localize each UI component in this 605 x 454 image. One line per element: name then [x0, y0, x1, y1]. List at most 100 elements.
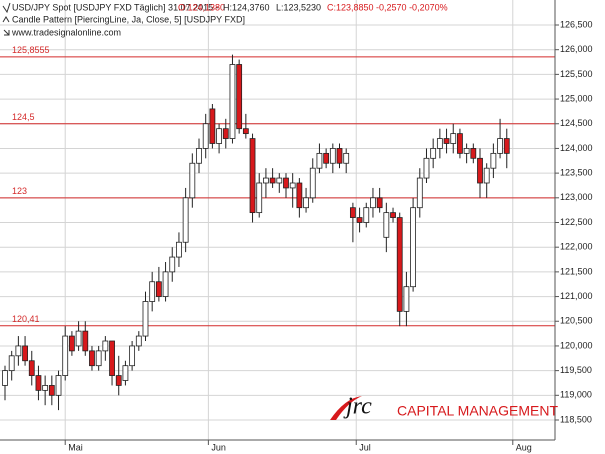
candle-body [122, 365, 129, 381]
candle-body [356, 217, 363, 223]
x-tick-label: Jul [359, 442, 371, 452]
icon [2, 2, 11, 14]
candle-body [376, 197, 383, 209]
candle-body [410, 207, 417, 288]
candle-body [115, 375, 122, 386]
candle-body [269, 177, 276, 184]
candle-body [149, 281, 156, 302]
candle-body [142, 301, 149, 337]
candle-body [216, 128, 222, 144]
source: www.tradesignalonline.com [11, 27, 121, 37]
y-tick-label: 121,500 [560, 266, 593, 276]
y-tick-label: 123,000 [560, 192, 593, 202]
level-label: 124,5 [12, 112, 35, 122]
candle-body [22, 345, 28, 362]
candle-body [202, 123, 209, 149]
candle-body [370, 197, 376, 209]
candle-body [283, 177, 289, 189]
candle-body [2, 370, 8, 386]
y-tick-label: 125,000 [560, 93, 593, 103]
indicator: Candle Pattern [PiercingLine, Ja, Close,… [12, 14, 245, 24]
y-tick-label: 123,500 [560, 168, 593, 178]
icon [2, 16, 10, 23]
candle-body [396, 217, 403, 312]
candle-body [390, 212, 396, 218]
candle-body [349, 207, 356, 218]
y-tick-label: 120,000 [560, 340, 593, 350]
candles [2, 54, 510, 411]
x-tick-label: Jun [211, 442, 226, 452]
candle-body [477, 157, 483, 184]
candle-body [48, 385, 55, 396]
x-tick-label: Mai [68, 442, 83, 452]
y-tick-label: 122,500 [560, 217, 593, 227]
candle-body [436, 138, 443, 149]
level-label: 120,41 [12, 314, 40, 324]
candle-body [42, 385, 49, 391]
instrument: USD/JPY Spot [USDJPY FXD Täglich] 31.07.… [12, 2, 219, 12]
candle-body [443, 138, 450, 144]
y-tick-label: 118,500 [560, 414, 592, 424]
candle-body [490, 152, 497, 169]
candle-body [303, 197, 309, 209]
candle-body [55, 375, 62, 396]
candle-body [62, 335, 69, 376]
level-label: 125,8555 [12, 45, 50, 55]
y-tick-label: 122,000 [560, 242, 593, 252]
y-tick-label: 119,000 [560, 390, 592, 400]
candle-body [497, 138, 503, 154]
header: USD/JPY Spot [USDJPY FXD Täglich] 31.07.… [2, 2, 448, 37]
candle-body [169, 256, 176, 273]
candle-body [8, 355, 15, 372]
candle-body [457, 133, 463, 154]
y-tick-label: 126,500 [560, 19, 593, 29]
candle-body [263, 177, 269, 184]
candle-body [403, 286, 410, 312]
y-tick-label: 126,000 [560, 44, 593, 54]
candle-body [209, 108, 216, 144]
y-tick-label: 124,000 [560, 143, 593, 153]
candle-body [503, 138, 510, 154]
candle-body [329, 148, 336, 164]
logo: jrc CAPITAL MANAGEMENT [330, 394, 558, 420]
candle-body [222, 128, 229, 139]
ohlc-open: O:124,1380 [178, 2, 225, 12]
y-tick-label: 119,500 [560, 365, 592, 375]
candle-body [182, 197, 189, 243]
candle-body [229, 64, 236, 139]
icon [3, 29, 10, 36]
candle-body [35, 375, 42, 391]
candle-body [109, 340, 115, 376]
candle-body [336, 148, 343, 164]
candle-body [162, 271, 169, 297]
candle-body [309, 167, 316, 199]
candle-body [323, 152, 330, 164]
ohlc-low: L:123,5230 [276, 2, 321, 12]
candle-body [242, 128, 249, 135]
candle-body [89, 350, 95, 367]
candle-body [343, 152, 350, 164]
candle-body [450, 133, 457, 144]
y-tick-label: 121,000 [560, 291, 593, 301]
logo-text: CAPITAL MANAGEMENT [397, 403, 558, 419]
candle-body [289, 182, 296, 189]
candle-body [249, 138, 256, 214]
candle-body [256, 182, 263, 214]
candle-body [363, 207, 370, 223]
ohlc-high: H:124,3760 [223, 2, 270, 12]
candle-body [75, 330, 82, 347]
ohlc-close: C:123,8850 -0,2570 -0,2070% [327, 2, 448, 12]
logo-mark: jrc [343, 394, 372, 420]
candle-body [189, 162, 196, 199]
candle-body [129, 345, 136, 367]
candle-body [196, 148, 202, 164]
candle-body [95, 350, 102, 367]
y-tick-label: 124,500 [560, 118, 593, 128]
candle-body [430, 148, 437, 159]
candle-body [102, 340, 109, 352]
candle-body [15, 345, 22, 357]
candle-body [155, 281, 162, 297]
candle-body [176, 241, 182, 258]
